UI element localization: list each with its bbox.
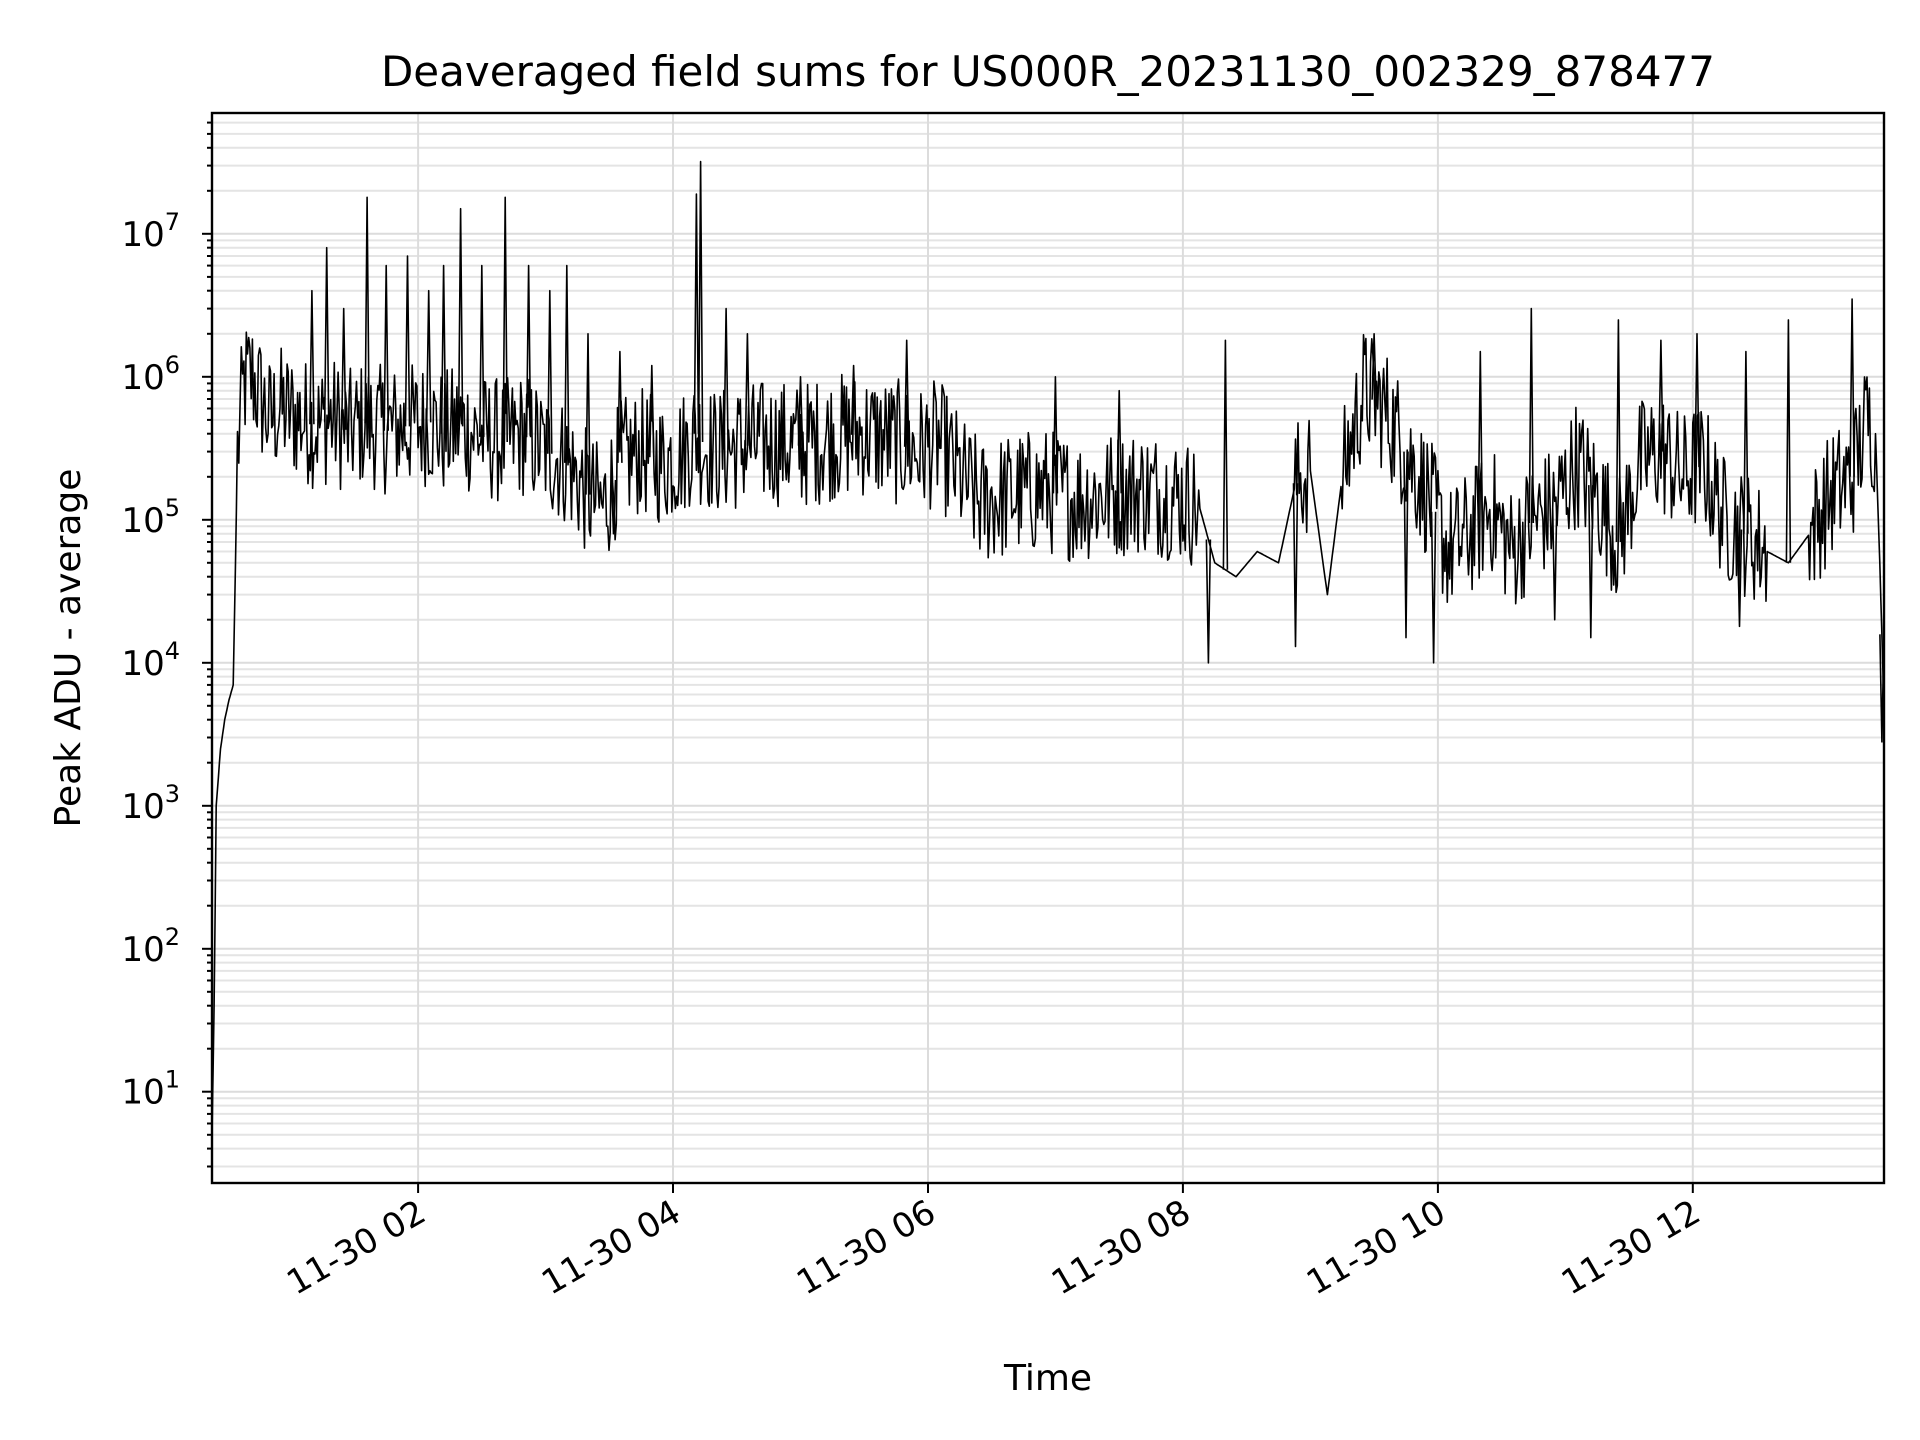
y-tick-exponent: 5 <box>165 494 180 522</box>
series-spike <box>1785 319 1792 563</box>
series-spike <box>1743 350 1749 534</box>
series-spike <box>309 289 315 425</box>
series-spike <box>585 332 591 495</box>
y-tick-label: 104 <box>121 637 180 684</box>
series-spike <box>1052 375 1059 494</box>
y-tick-base: 10 <box>121 787 164 827</box>
series-spike <box>1658 339 1664 452</box>
series-spike <box>903 339 910 447</box>
y-tick-base: 10 <box>121 215 164 255</box>
series-spike <box>525 264 532 438</box>
series-spike <box>1588 485 1594 639</box>
series-spike <box>1615 319 1622 543</box>
series-spike <box>340 307 347 430</box>
y-tick-exponent: 3 <box>165 780 180 808</box>
y-tick-base: 10 <box>121 358 164 398</box>
y-tick-exponent: 2 <box>165 923 180 951</box>
y-tick-exponent: 4 <box>165 637 180 665</box>
series-spike <box>547 289 553 454</box>
series-spike <box>1694 332 1700 468</box>
series-spike <box>1222 339 1229 570</box>
series-spike <box>457 207 464 427</box>
series-spike <box>617 350 623 463</box>
series-spike <box>649 364 655 458</box>
series-spike <box>364 196 370 424</box>
series-spike <box>1736 529 1743 628</box>
series-line <box>211 331 1885 1135</box>
y-tick-label: 105 <box>121 494 180 541</box>
series-spike <box>383 264 389 431</box>
y-tick-label: 106 <box>121 351 180 398</box>
series-spike <box>797 375 804 446</box>
series-spike <box>744 332 751 446</box>
x-axis-label: Time <box>1003 1358 1092 1399</box>
series-spike <box>697 160 704 443</box>
series-spike <box>404 255 411 427</box>
series-spike <box>1430 511 1437 664</box>
y-tick-exponent: 6 <box>165 351 180 379</box>
y-tick-base: 10 <box>121 501 164 541</box>
y-tick-exponent: 1 <box>165 1066 180 1094</box>
series-spike <box>1292 483 1299 648</box>
series-spike <box>1116 389 1122 494</box>
series-spike <box>1849 298 1855 477</box>
series-spike <box>323 246 330 423</box>
series-spikes <box>309 160 1885 743</box>
series-spike <box>1528 307 1535 524</box>
series-spike <box>479 264 485 437</box>
series-spike <box>425 289 432 423</box>
plot-frame <box>210 111 1886 1185</box>
minor-gridlines <box>212 121 1884 1168</box>
y-tick-base: 10 <box>121 930 164 970</box>
series-spike <box>1551 508 1558 621</box>
series-spike <box>1403 451 1409 639</box>
series-spike <box>693 193 700 434</box>
series-spike <box>610 479 617 535</box>
series-spike <box>1477 350 1484 522</box>
y-tick-label: 101 <box>121 1066 180 1113</box>
chart-title: Deaveraged field sums for US000R_2023113… <box>381 47 1715 96</box>
y-tick-exponent: 7 <box>165 208 180 236</box>
series-spike <box>1371 332 1377 400</box>
series-spike <box>564 264 570 463</box>
series-spike <box>1205 539 1212 664</box>
series-spike <box>723 307 729 450</box>
series-spike <box>850 364 857 435</box>
major-gridlines <box>212 113 1884 1183</box>
y-tick-base: 10 <box>121 644 164 684</box>
y-tick-label: 102 <box>121 923 180 970</box>
y-tick-label: 107 <box>121 208 180 255</box>
series-spike <box>440 264 447 434</box>
y-tick-label: 103 <box>121 780 180 827</box>
y-axis-label: Peak ADU - average <box>48 469 89 828</box>
y-tick-base: 10 <box>121 1073 164 1113</box>
series-spike <box>502 196 508 443</box>
